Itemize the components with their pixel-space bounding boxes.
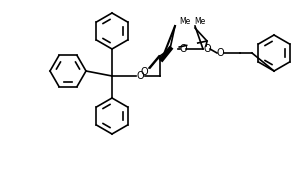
Text: O: O — [216, 48, 224, 58]
Text: O: O — [140, 67, 148, 77]
Text: O: O — [136, 71, 144, 81]
Text: Me: Me — [179, 16, 191, 25]
Text: O: O — [179, 44, 187, 54]
Text: O: O — [203, 44, 211, 54]
Text: Me: Me — [194, 16, 206, 25]
